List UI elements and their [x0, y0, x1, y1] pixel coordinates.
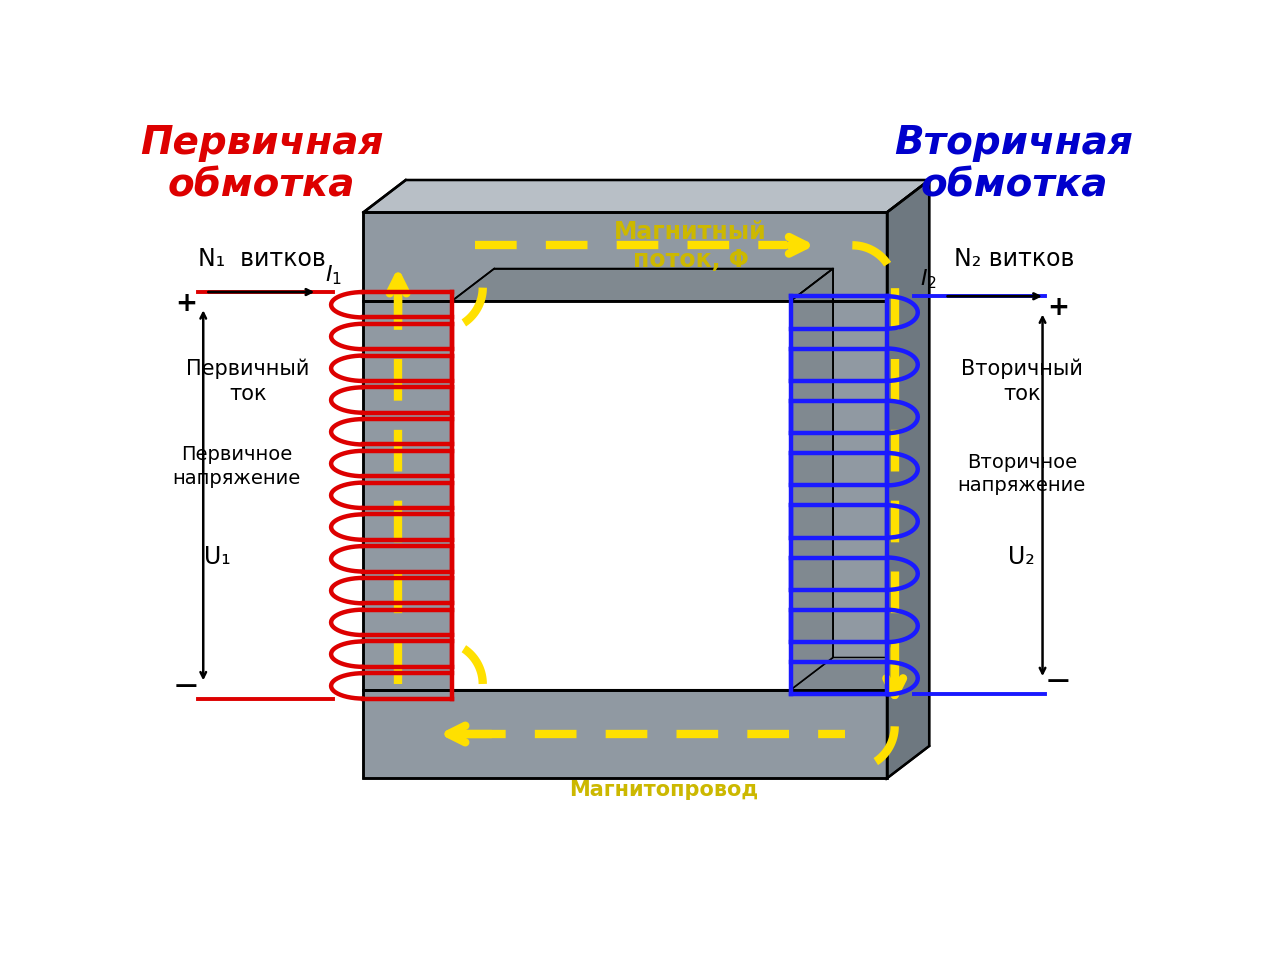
Text: +: + — [175, 290, 197, 316]
Text: Первичный
ток: Первичный ток — [186, 358, 310, 404]
Text: Вторичное
напряжение: Вторичное напряжение — [957, 453, 1085, 496]
Text: Вторичная
обмотка: Вторичная обмотка — [895, 124, 1134, 205]
Polygon shape — [452, 301, 791, 690]
Text: Первичное
напряжение: Первичное напряжение — [173, 445, 301, 488]
Text: U₂: U₂ — [1009, 545, 1036, 569]
Text: +: + — [1047, 295, 1069, 321]
Polygon shape — [887, 180, 929, 778]
Text: Первичная
обмотка: Первичная обмотка — [140, 124, 384, 205]
Polygon shape — [364, 180, 929, 212]
Polygon shape — [364, 690, 887, 778]
Polygon shape — [364, 212, 887, 301]
Polygon shape — [791, 268, 833, 690]
Polygon shape — [364, 301, 452, 690]
Polygon shape — [791, 657, 929, 690]
Text: −: − — [173, 672, 200, 702]
Text: $I_2$: $I_2$ — [920, 267, 937, 291]
Polygon shape — [452, 268, 833, 301]
Text: −: − — [1044, 667, 1071, 699]
Text: N₂ витков: N₂ витков — [954, 247, 1074, 271]
Text: Вторичный
ток: Вторичный ток — [961, 358, 1083, 404]
Text: Магнитопровод: Магнитопровод — [570, 779, 758, 800]
Text: N₁  витков: N₁ витков — [198, 247, 325, 271]
Text: U₁: U₁ — [204, 545, 230, 569]
Text: Магнитный
поток, Φ: Магнитный поток, Φ — [614, 220, 767, 272]
Text: $I_1$: $I_1$ — [325, 263, 342, 286]
Polygon shape — [791, 301, 887, 690]
